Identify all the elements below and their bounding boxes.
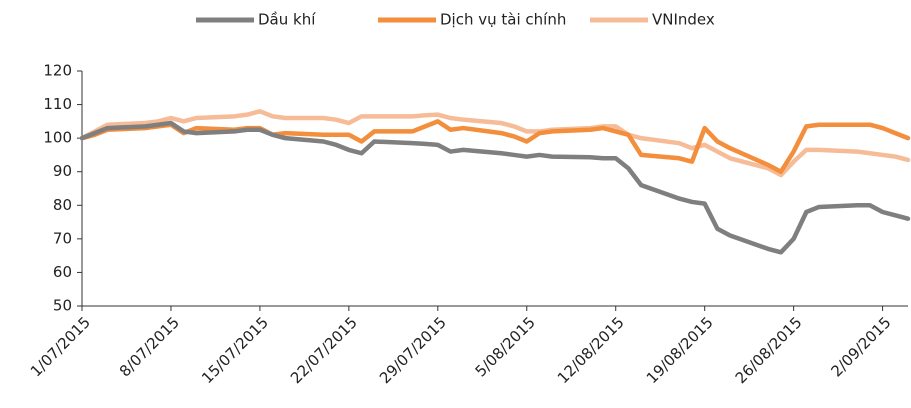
x-tick-label: 26/08/2015 <box>732 313 806 387</box>
x-tick-label: 12/08/2015 <box>554 313 628 387</box>
y-tick-label: 120 <box>43 62 72 80</box>
line <box>79 119 911 174</box>
legend-label: Dịch vụ tài chính <box>440 11 566 29</box>
x-tick-label: 19/08/2015 <box>643 313 717 387</box>
line <box>79 109 911 178</box>
y-tick-label: 60 <box>53 263 72 281</box>
legend-label: Dầu khí <box>258 11 316 29</box>
y-tick-label: 70 <box>53 229 72 247</box>
x-tick-label: 1/07/2015 <box>27 313 94 380</box>
x-tick-label: 29/07/2015 <box>376 313 450 387</box>
x-tick-label: 22/07/2015 <box>287 313 361 387</box>
y-tick-label: 100 <box>43 129 72 147</box>
line <box>79 120 911 255</box>
y-tick-label: 80 <box>53 196 72 214</box>
x-tick-label: 8/07/2015 <box>116 313 183 380</box>
y-tick-label: 90 <box>53 162 72 180</box>
x-tick-label: 15/07/2015 <box>198 313 272 387</box>
x-tick-label: 2/09/2015 <box>827 313 894 380</box>
y-tick-label: 50 <box>53 297 72 315</box>
legend-label: VNIndex <box>652 11 715 29</box>
y-tick-label: 110 <box>43 95 72 113</box>
x-tick-label: 5/08/2015 <box>472 313 539 380</box>
